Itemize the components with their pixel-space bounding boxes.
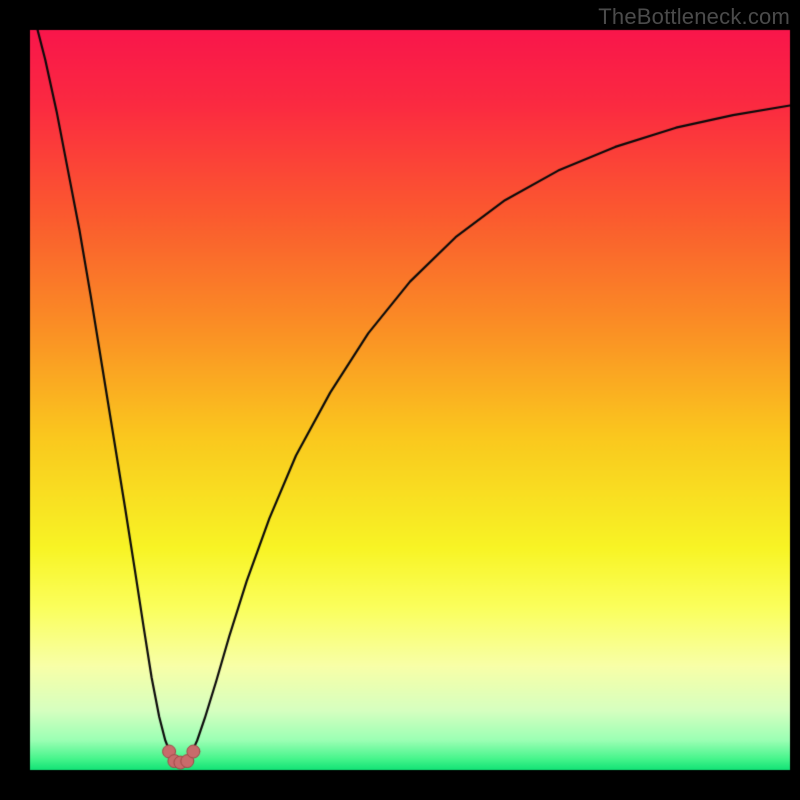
bottleneck-chart bbox=[0, 0, 800, 800]
watermark-text: TheBottleneck.com bbox=[598, 4, 790, 30]
